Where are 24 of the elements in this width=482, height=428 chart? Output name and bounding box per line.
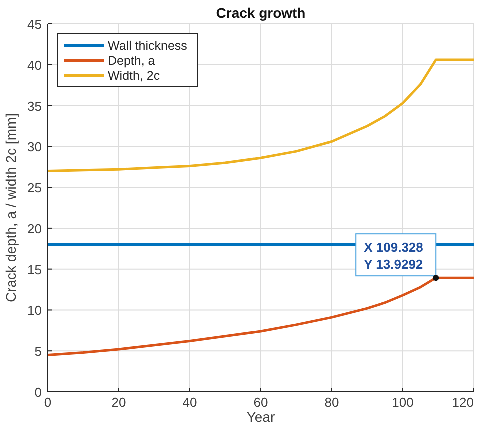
y-tick-label: 10 [28, 303, 42, 318]
legend-label: Wall thickness [108, 39, 188, 53]
x-tick-label: 40 [182, 395, 198, 410]
x-tick-label: 0 [44, 395, 52, 410]
y-tick-label: 5 [34, 344, 42, 360]
legend-label: Width, 2c [108, 69, 160, 83]
legend-label: Depth, a [108, 54, 156, 68]
chart-title: Crack growth [216, 5, 306, 21]
y-tick-label: 0 [34, 385, 42, 400]
annotation: X 109.328 Y 13.9292 [364, 240, 424, 272]
y-tick-label: 40 [28, 58, 42, 73]
x-tick-label: 20 [112, 395, 126, 410]
y-tick-label: 35 [28, 98, 42, 114]
x-tick-label: 100 [392, 395, 414, 410]
y-tick-label: 20 [28, 221, 42, 236]
x-axis-title: Year [246, 409, 276, 425]
x-tick-label: 80 [324, 395, 340, 410]
y-tick-label: 25 [28, 180, 42, 196]
y-axis-title: Crack depth, a / width 2c [mm] [3, 113, 19, 303]
y-tick-label: 15 [28, 262, 42, 278]
x-tick-label: 60 [254, 395, 268, 410]
x-tick-label: 120 [452, 395, 474, 410]
y-tick-label: 45 [28, 17, 42, 32]
y-tick-label: 30 [28, 140, 42, 155]
